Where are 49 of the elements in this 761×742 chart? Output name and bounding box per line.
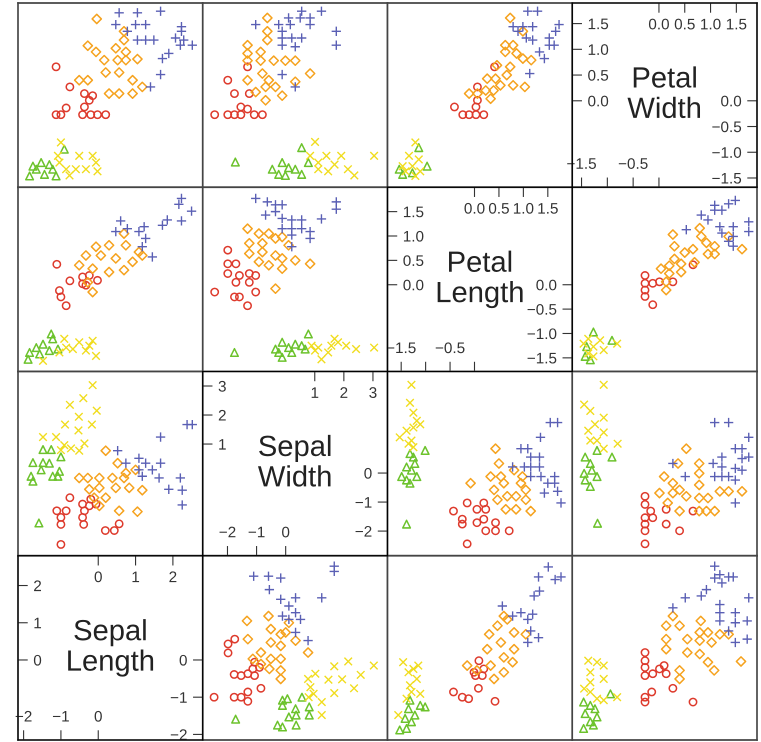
y-tick-label: 1.5 (404, 206, 424, 218)
x2-tick-label: 1.0 (701, 18, 721, 30)
y2-tick-label: −1.5 (528, 352, 556, 364)
annotation: Petal Length (438, 250, 523, 308)
x-tick-label: −1 (248, 526, 265, 538)
x2-tick-label: 1.5 (726, 18, 746, 30)
x2-tick-label: 1.5 (538, 203, 558, 214)
y2-tick-label: −0.5 (528, 304, 556, 315)
x-tick-label: 0 (94, 710, 102, 722)
x2-tick-label: 3 (369, 387, 377, 398)
y2-tick-label: −1.0 (712, 147, 742, 158)
y-tick-label: 1 (34, 618, 42, 628)
y-tick-label: 0.5 (588, 70, 608, 81)
y-tick-label: 1 (219, 439, 226, 450)
x2-tick-label: 0.0 (464, 202, 485, 214)
y-tick-label: 0.5 (403, 255, 424, 266)
y-tick-label: 0 (34, 654, 42, 666)
y2-tick-label: 0.0 (536, 280, 556, 290)
y2-tick-label: −1.0 (528, 328, 556, 340)
x-tick-label: −2 (220, 526, 236, 538)
x2-tick-label: 2 (169, 571, 176, 582)
y-tick-label: 2 (34, 580, 42, 592)
y2-tick-label: −1 (170, 692, 187, 703)
x2-tick-label: 0.5 (674, 18, 695, 30)
y2-tick-label: −1.5 (712, 173, 742, 184)
x2-tick-label: 1 (312, 387, 318, 398)
x2-tick-label: 1.0 (514, 202, 534, 214)
y-tick-label: 3 (218, 380, 226, 392)
y2-tick-label: 0.0 (721, 96, 742, 106)
y2-tick-label: 0 (180, 654, 187, 666)
y2-tick-label: 0 (364, 468, 372, 479)
y-tick-label: 1.0 (588, 44, 608, 56)
y-tick-label: 1.0 (404, 230, 424, 242)
x2-tick-label: 1 (132, 572, 140, 582)
y-tick-label: 2 (218, 410, 226, 421)
x2-tick-label: 2 (340, 387, 348, 398)
x-tick-label: −1 (52, 711, 69, 722)
x-tick-label: 0 (282, 526, 290, 538)
annotation: Sepal Length (68, 619, 154, 677)
x2-tick-label: 0.5 (488, 202, 509, 214)
y-tick-label: 1.5 (588, 18, 608, 30)
y-tick-label: 0.0 (403, 280, 424, 290)
y2-tick-label: −0.5 (712, 121, 742, 132)
x2-tick-label: 0 (94, 571, 102, 582)
x2-tick-label: 0.0 (648, 18, 669, 30)
annotation: Sepal Width (258, 434, 331, 487)
y2-tick-label: −1 (356, 497, 372, 508)
y-tick-label: 0.0 (588, 96, 608, 106)
annotation: Petal Width (627, 66, 700, 118)
